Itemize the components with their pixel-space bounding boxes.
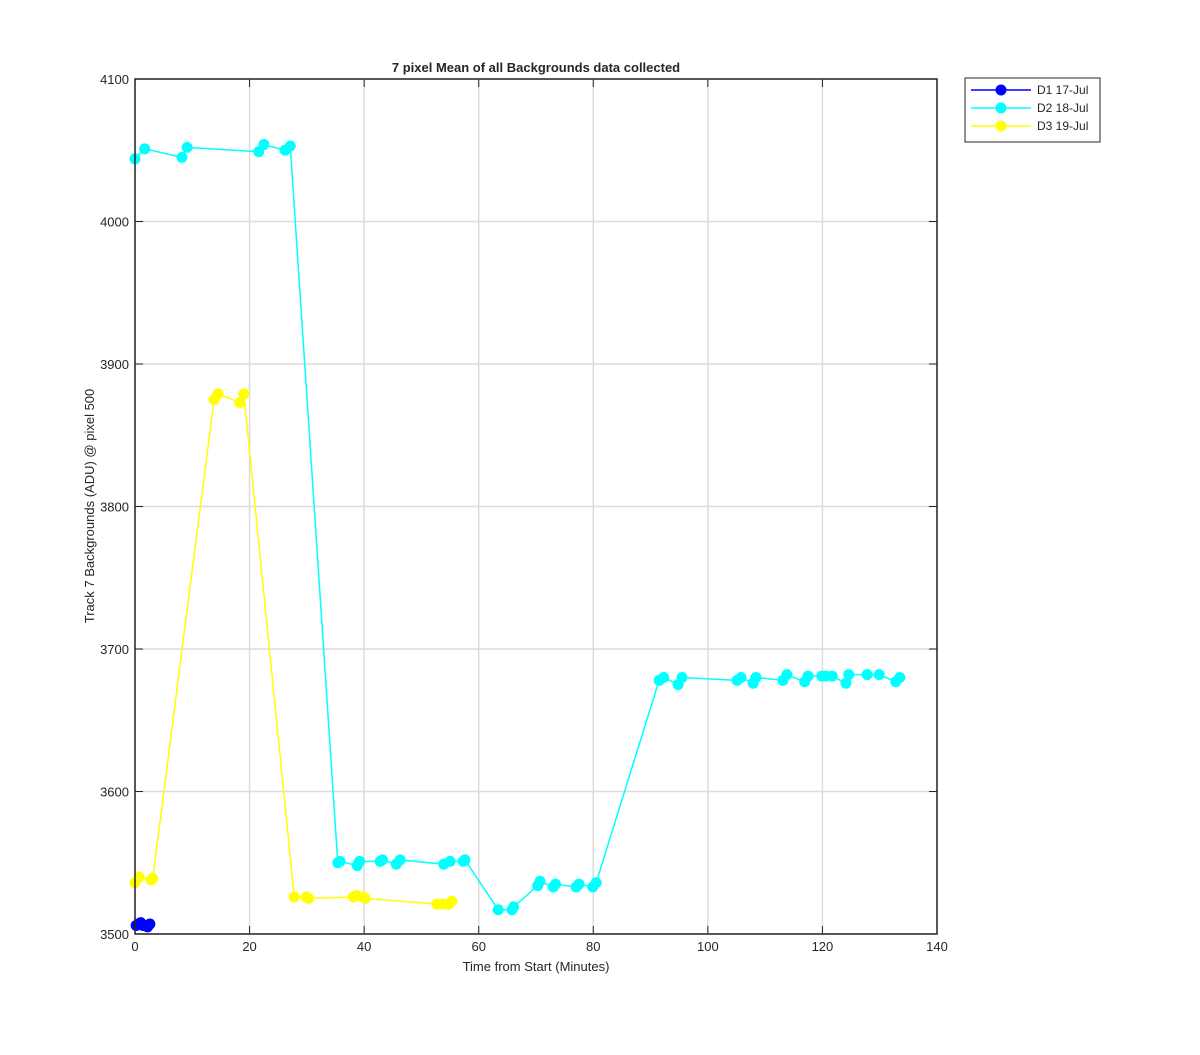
data-point bbox=[843, 669, 855, 681]
x-tick-label: 60 bbox=[471, 939, 485, 954]
data-point bbox=[181, 141, 193, 153]
legend-label: D2 18-Jul bbox=[1037, 101, 1088, 115]
data-point bbox=[573, 878, 585, 890]
data-point bbox=[781, 669, 793, 681]
data-point bbox=[802, 670, 814, 682]
y-tick-label: 3500 bbox=[100, 927, 129, 942]
legend-marker bbox=[995, 120, 1007, 132]
data-point bbox=[826, 670, 838, 682]
x-tick-label: 20 bbox=[242, 939, 256, 954]
data-point bbox=[288, 891, 300, 903]
y-axis-label: Track 7 Backgrounds (ADU) @ pixel 500 bbox=[82, 389, 97, 624]
data-point bbox=[144, 918, 156, 930]
legend-marker bbox=[995, 84, 1007, 96]
data-point bbox=[238, 388, 250, 400]
data-point bbox=[873, 669, 885, 681]
data-point bbox=[840, 677, 852, 689]
x-tick-label: 100 bbox=[697, 939, 719, 954]
data-point bbox=[676, 672, 688, 683]
x-tick-label: 80 bbox=[586, 939, 600, 954]
data-point bbox=[861, 669, 873, 681]
x-tick-label: 120 bbox=[812, 939, 834, 954]
data-point bbox=[394, 854, 406, 866]
x-tick-label: 140 bbox=[926, 939, 948, 954]
y-tick-label: 3700 bbox=[100, 642, 129, 657]
y-tick-label: 4100 bbox=[100, 72, 129, 87]
data-point bbox=[133, 871, 145, 883]
data-point bbox=[735, 672, 747, 683]
x-axis-label: Time from Start (Minutes) bbox=[463, 959, 610, 974]
data-point bbox=[139, 143, 151, 155]
data-point bbox=[508, 901, 520, 913]
legend-label: D1 17-Jul bbox=[1037, 83, 1088, 97]
data-point bbox=[303, 892, 315, 904]
chart-title: 7 pixel Mean of all Backgrounds data col… bbox=[392, 60, 680, 75]
data-point bbox=[534, 875, 546, 887]
data-point bbox=[212, 388, 224, 400]
legend: D1 17-Jul D2 18-Jul D3 19-Jul bbox=[964, 77, 1101, 143]
data-point bbox=[258, 139, 270, 151]
y-tick-label: 3600 bbox=[100, 785, 129, 800]
data-point bbox=[590, 877, 602, 889]
data-point bbox=[376, 854, 388, 866]
x-tick-label: 40 bbox=[357, 939, 371, 954]
grid: 0 20 40 60 80 100 120 140 3500 3600 3700 3800 3900 40… bbox=[100, 72, 948, 954]
y-tick-label: 3800 bbox=[100, 500, 129, 515]
legend-box bbox=[964, 77, 1101, 143]
legend-marker bbox=[995, 102, 1007, 114]
data-point bbox=[334, 855, 346, 867]
legend-label: D3 19-Jul bbox=[1037, 119, 1088, 133]
data-point bbox=[750, 672, 762, 683]
data-point bbox=[444, 855, 456, 867]
data-point bbox=[549, 878, 561, 890]
data-point bbox=[894, 672, 906, 683]
data-point bbox=[459, 854, 471, 866]
data-point bbox=[147, 872, 159, 884]
plot bbox=[129, 139, 906, 933]
x-tick-label: 0 bbox=[131, 939, 138, 954]
data-point bbox=[354, 855, 366, 867]
y-tick-label: 4000 bbox=[100, 215, 129, 230]
data-point bbox=[176, 151, 188, 163]
data-point bbox=[234, 396, 246, 408]
data-point bbox=[492, 904, 504, 916]
y-tick-label: 3900 bbox=[100, 357, 129, 372]
data-point bbox=[446, 895, 458, 907]
data-point bbox=[658, 672, 670, 683]
data-point bbox=[359, 892, 371, 904]
data-point bbox=[284, 140, 296, 152]
axes-box bbox=[134, 78, 938, 935]
